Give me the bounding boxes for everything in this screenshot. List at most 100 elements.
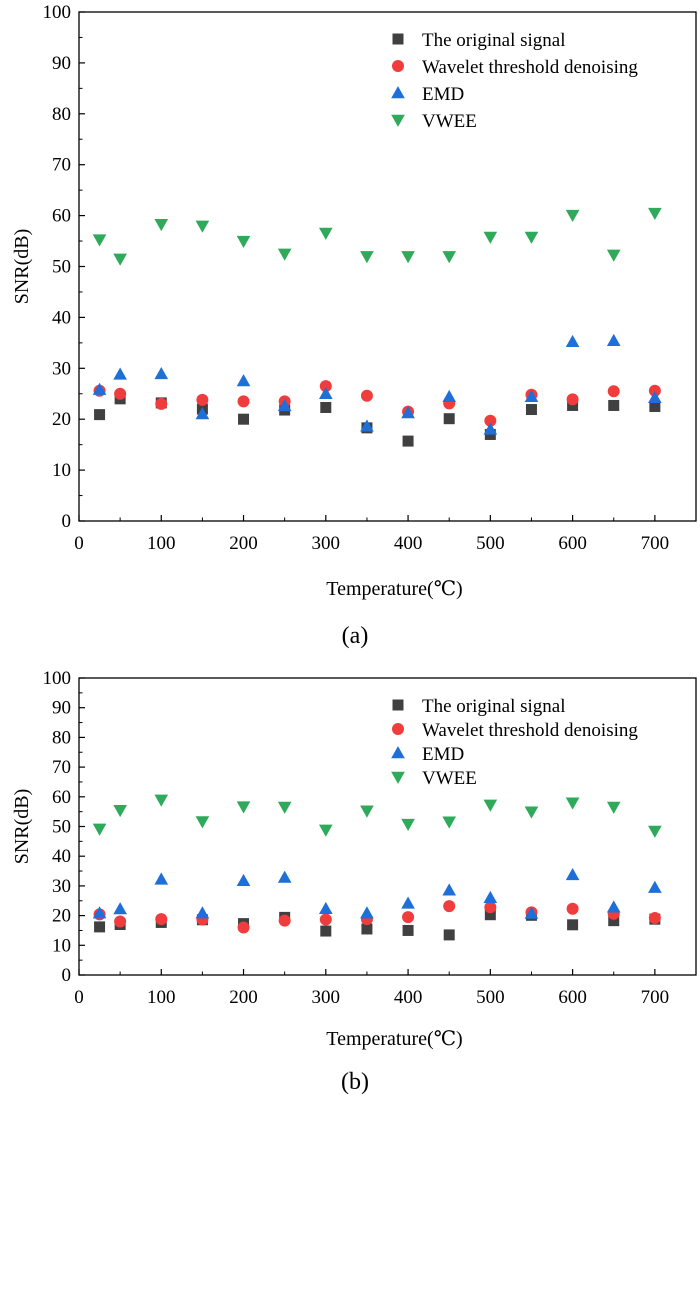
data-point <box>524 389 539 403</box>
data-point <box>484 414 497 427</box>
legend-marker <box>392 699 404 711</box>
data-point <box>360 805 374 818</box>
data-point <box>319 913 332 926</box>
y-axis-label: SNR(dB) <box>11 229 33 305</box>
x-axis-label: Temperature(℃) <box>326 578 462 600</box>
data-point <box>484 909 496 921</box>
y-tick-label: 70 <box>52 155 71 176</box>
legend-marker <box>391 86 405 99</box>
data-point <box>607 385 620 398</box>
data-point <box>277 870 292 883</box>
data-point <box>524 906 539 919</box>
y-tick-label: 80 <box>52 727 71 748</box>
series-wavelet-threshold-denoising <box>93 900 661 934</box>
data-point <box>236 235 251 248</box>
x-tick-label: 300 <box>312 533 341 554</box>
data-point <box>94 921 106 933</box>
data-point <box>483 799 498 812</box>
data-point <box>402 924 414 936</box>
data-point <box>236 374 251 387</box>
data-point <box>154 366 169 380</box>
legend-entry: VWEE <box>422 111 477 132</box>
data-point <box>566 393 579 406</box>
data-point <box>565 209 580 223</box>
data-point <box>277 801 292 814</box>
legend-marker <box>391 746 405 759</box>
x-tick-label: 200 <box>229 533 258 554</box>
data-point <box>606 333 621 347</box>
y-tick-label: 0 <box>62 511 72 532</box>
data-point <box>648 911 661 924</box>
legend-entry: Wavelet threshold denoising <box>422 57 638 78</box>
x-axis-label: Temperature(℃) <box>326 1028 462 1050</box>
data-point <box>608 915 620 927</box>
legend: The original signal Wavelet threshold den… <box>391 696 638 789</box>
panel-label: (a) <box>342 623 369 649</box>
chart-panel-b: 0 10 20 30 40 50 60 70 80 90 100 0 100 200 300 400 500 60… <box>11 668 697 1050</box>
data-point <box>402 911 415 924</box>
data-point <box>565 797 580 810</box>
y-tick-label: 100 <box>43 2 72 23</box>
y-tick-label: 40 <box>52 846 71 867</box>
data-point <box>236 873 251 887</box>
x-tick-label: 300 <box>312 987 341 1008</box>
data-point <box>318 824 333 837</box>
legend-entry: The original signal <box>422 30 566 51</box>
data-point <box>278 914 291 927</box>
x-tick-label: 100 <box>147 987 176 1008</box>
data-point <box>649 400 661 412</box>
data-point <box>443 413 455 425</box>
data-point <box>442 389 457 403</box>
data-point <box>237 395 250 408</box>
data-point <box>606 900 621 913</box>
data-point <box>442 251 457 264</box>
data-point <box>401 251 415 264</box>
data-point <box>442 883 457 896</box>
x-tick-label: 400 <box>394 533 423 554</box>
legend-entry: The original signal <box>422 696 566 717</box>
x-tick-label: 0 <box>74 987 84 1008</box>
data-point <box>236 801 251 814</box>
data-point <box>154 219 169 232</box>
x-tick-label: 600 <box>558 987 587 1008</box>
data-point <box>525 404 537 416</box>
data-point <box>484 901 497 914</box>
panel-label: (b) <box>341 1069 369 1095</box>
data-point <box>195 906 210 919</box>
y-tick-label: 100 <box>43 668 72 689</box>
data-point <box>92 234 107 247</box>
data-point <box>154 794 169 807</box>
legend-entry: EMD <box>422 84 464 105</box>
data-point <box>443 900 456 913</box>
data-point <box>401 818 415 832</box>
data-point <box>567 399 579 411</box>
x-tick-label: 100 <box>147 533 176 554</box>
data-point <box>320 925 332 937</box>
series-vwee <box>92 794 662 838</box>
legend-marker <box>392 723 404 735</box>
data-point <box>195 816 210 829</box>
data-point <box>155 397 168 410</box>
x-tick-label: 400 <box>394 987 423 1008</box>
data-point <box>195 220 210 233</box>
plot-frame <box>78 11 697 522</box>
series-vwee <box>92 207 662 266</box>
data-point <box>524 231 539 244</box>
data-point <box>92 906 107 919</box>
data-point <box>195 407 210 420</box>
data-point <box>442 816 457 829</box>
data-point <box>277 399 292 412</box>
data-point <box>238 413 250 425</box>
legend: The original signal Wavelet threshold den… <box>391 30 638 132</box>
data-point <box>360 389 373 402</box>
data-point <box>361 923 373 935</box>
data-point <box>113 367 127 380</box>
data-point <box>92 823 107 836</box>
data-point <box>648 880 662 893</box>
x-tick-label: 500 <box>476 533 505 554</box>
data-point <box>318 227 333 240</box>
data-point <box>648 825 662 838</box>
data-point <box>606 801 621 814</box>
data-point <box>360 419 374 432</box>
